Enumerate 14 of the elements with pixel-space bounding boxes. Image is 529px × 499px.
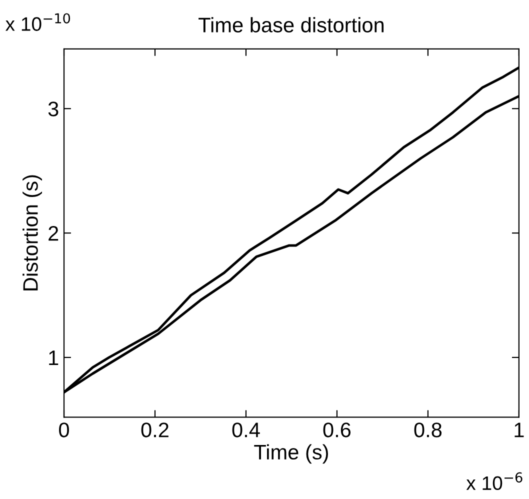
y-tick-label: 2 [48,226,58,241]
y-tick-label: 3 [48,102,58,116]
x-tick-label: 0 [59,422,69,438]
text: x 10$^{−10}$ [6,13,70,31]
text: x 10$^{−6}$ [466,472,522,490]
x-tick-label: 1 [514,422,524,438]
x-tick-label: 0.2 [141,422,168,438]
x-tick-label: 0.4 [232,422,260,438]
chart-title: Time base distortion [198,17,384,32]
y-axis-title: Distortion (s) [22,175,42,290]
x-tick-label: 0.8 [414,422,442,438]
y-tick-label: 1 [49,350,58,365]
x-tick-label: 0.6 [323,422,351,438]
x-axis-title: Time (s) [254,444,328,464]
